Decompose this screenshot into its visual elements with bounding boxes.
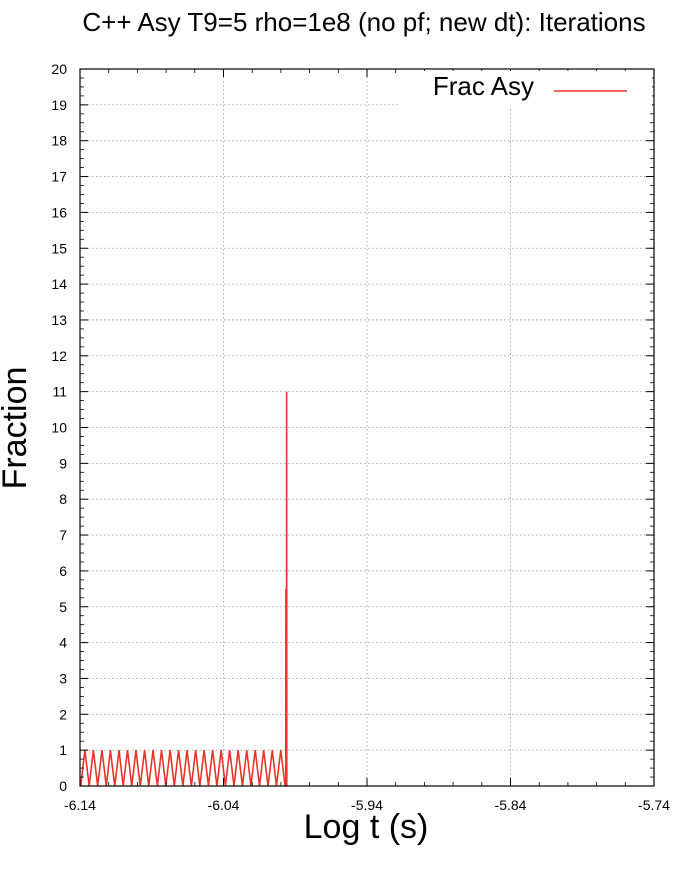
y-tick-label: 16 — [51, 204, 67, 220]
y-tick-label: 3 — [59, 670, 67, 686]
x-tick-label: -5.74 — [638, 797, 670, 813]
y-tick-label: 11 — [52, 384, 67, 400]
y-tick-label: 15 — [51, 240, 67, 256]
y-tick-label: 17 — [51, 169, 67, 185]
y-tick-label: 2 — [59, 706, 67, 722]
legend-background — [398, 71, 652, 106]
y-axis-label: Fraction — [0, 367, 34, 490]
y-tick-label: 6 — [59, 563, 67, 579]
x-tick-label: -6.14 — [64, 797, 96, 813]
y-tick-label: 19 — [51, 97, 67, 113]
y-tick-label: 0 — [59, 778, 67, 794]
x-tick-label: -6.04 — [208, 797, 240, 813]
legend: Frac Asy — [398, 71, 652, 106]
y-tick-label: 10 — [51, 420, 67, 436]
series-layer — [79, 391, 288, 787]
y-tick-label: 8 — [59, 491, 67, 507]
y-tick-label: 9 — [59, 455, 67, 471]
y-tick-label: 5 — [59, 599, 67, 615]
y-tick-label: 14 — [51, 276, 67, 292]
y-tick-label: 13 — [51, 312, 67, 328]
series-line-frac-asy — [79, 391, 288, 787]
y-tick-label: 1 — [59, 742, 67, 758]
y-tick-label: 7 — [59, 527, 67, 543]
y-tick-label: 18 — [51, 133, 67, 149]
tick-layer — [79, 68, 655, 787]
x-axis-label: Log t (s) — [304, 808, 429, 846]
legend-entry-label: Frac Asy — [433, 71, 534, 101]
chart-title: C++ Asy T9=5 rho=1e8 (no pf; new dt): It… — [82, 7, 645, 37]
x-tick-label: -5.84 — [495, 797, 527, 813]
y-tick-label: 4 — [59, 635, 67, 651]
y-tick-label: 12 — [51, 348, 67, 364]
x-tick-label: -5.94 — [351, 797, 383, 813]
grid-layer — [80, 69, 654, 786]
y-tick-label: 20 — [51, 61, 67, 77]
